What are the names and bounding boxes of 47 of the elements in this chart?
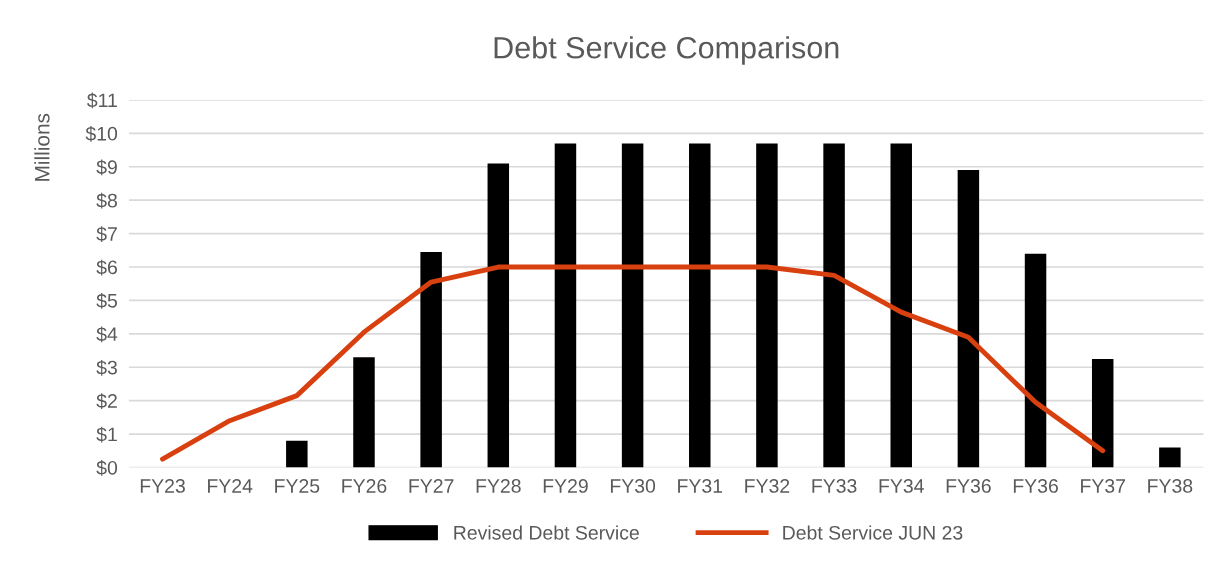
bar xyxy=(957,170,980,468)
x-tick-label: FY38 xyxy=(1148,479,1193,493)
bar xyxy=(554,143,577,468)
bar xyxy=(487,163,510,468)
chart-title: Debt Service Comparison xyxy=(494,36,839,65)
x-tick-label: FY36 xyxy=(1013,479,1058,493)
y-axis-title: Millions xyxy=(34,113,50,181)
x-tick-label: FY25 xyxy=(275,479,320,493)
y-tick-label: $4 xyxy=(96,326,118,343)
bar xyxy=(689,143,711,468)
y-tick-label: $9 xyxy=(96,159,117,176)
y-tick-label: $3 xyxy=(96,359,117,376)
y-tick-label: $5 xyxy=(96,293,118,309)
x-tick-label: FY30 xyxy=(610,479,656,493)
x-tick-label: FY34 xyxy=(879,479,924,493)
bar xyxy=(1159,447,1181,468)
line-series xyxy=(160,264,1106,462)
bar xyxy=(823,143,845,468)
bar xyxy=(420,251,442,468)
x-tick-label: FY37 xyxy=(1081,479,1125,493)
legend-label: Revised Debt Service xyxy=(454,525,639,540)
x-tick-label: FY24 xyxy=(208,479,253,493)
y-tick-label: $1 xyxy=(96,426,117,443)
bar xyxy=(756,143,778,468)
x-tick-label: FY27 xyxy=(409,479,454,493)
bar xyxy=(1024,253,1047,468)
x-tick-label: FY26 xyxy=(342,479,387,493)
y-tick-label: $7 xyxy=(96,226,117,242)
x-tick-label: FY33 xyxy=(812,479,857,493)
x-tick-label: FY31 xyxy=(678,479,723,493)
bar xyxy=(286,440,308,468)
y-tick-label: $2 xyxy=(96,393,117,410)
x-tick-label: FY32 xyxy=(745,479,790,493)
x-tick-label: FY29 xyxy=(543,479,588,493)
y-tick-label: $10 xyxy=(85,126,118,142)
y-tick-label: $11 xyxy=(87,92,117,109)
y-tick-label: $0 xyxy=(96,460,118,476)
bar xyxy=(621,143,644,468)
x-tick-label: FY28 xyxy=(476,479,521,493)
x-tick-label: FY36 xyxy=(946,479,991,493)
y-tick-label: $8 xyxy=(96,192,117,209)
bar xyxy=(353,357,375,468)
legend-label: Debt Service JUN 23 xyxy=(783,525,963,540)
y-tick-label: $6 xyxy=(96,259,117,276)
bar xyxy=(1091,358,1114,468)
bar xyxy=(890,143,912,468)
x-tick-label: FY23 xyxy=(140,479,185,493)
